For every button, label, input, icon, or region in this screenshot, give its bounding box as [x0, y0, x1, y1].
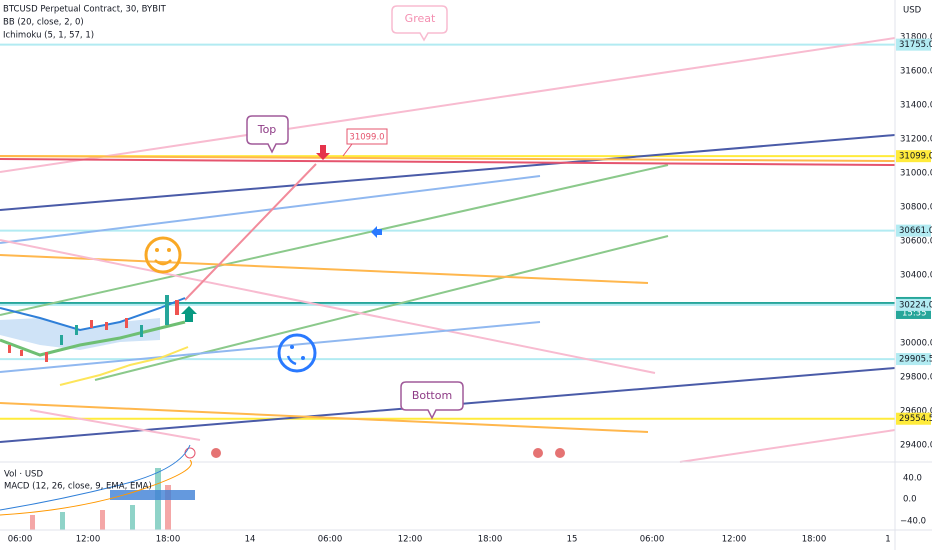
time-tick: 06:00 — [318, 535, 343, 545]
price-label: 31099.0 — [349, 133, 384, 143]
time-tick: 18:00 — [802, 535, 827, 545]
callout-text: Top — [257, 123, 277, 136]
candle — [175, 300, 179, 315]
indicator: BB (20, close, 2, 0) — [3, 18, 84, 28]
countdown: 15:35 — [902, 308, 927, 318]
candle — [60, 335, 63, 345]
price-tick: 31400.0 — [900, 101, 932, 111]
price-tag — [896, 150, 931, 163]
price-tick: 29400.0 — [900, 441, 932, 451]
time-tick: 15 — [567, 535, 578, 545]
price-tag — [896, 412, 931, 425]
price-tick: 30000.0 — [900, 339, 932, 349]
time-axis: 06:00 12:00 18:00 14 06:00 12:00 18:00 15 06:00 1… — [8, 535, 891, 545]
candle — [20, 350, 23, 356]
candle — [8, 345, 11, 353]
callout-text: Bottom — [412, 389, 452, 402]
trend-line — [0, 158, 896, 166]
time-tick: 18:00 — [478, 535, 503, 545]
ichimoku-line — [0, 320, 186, 357]
trend-line — [94, 235, 669, 381]
trend-line — [0, 164, 669, 316]
drawings — [0, 37, 896, 463]
price-tag-label: 31755.0 — [899, 40, 932, 50]
sad-face — [277, 333, 317, 373]
down-arrow — [316, 145, 330, 160]
price-tag — [896, 353, 931, 366]
bb-line — [0, 297, 186, 332]
price-tick: 30400.0 — [900, 271, 932, 281]
time-tick: 1 — [885, 535, 890, 545]
up-arrow — [181, 306, 197, 322]
trend-line — [0, 155, 896, 162]
trend-line — [0, 239, 656, 374]
price-tick: 30800.0 — [900, 203, 932, 213]
candle — [165, 295, 169, 325]
price-tick: 30600.0 — [900, 237, 932, 247]
time-tick: 06:00 — [8, 535, 33, 545]
price-label-box — [346, 128, 388, 145]
price-axis: 31800.0 31600.0 31400.0 31200.0 31000.0 30800… — [896, 33, 932, 451]
price-tick: 31200.0 — [900, 135, 932, 145]
price-tag-label: 31099.0 — [899, 152, 932, 162]
price-tag-label: 30224.0 — [899, 300, 932, 310]
indicator: Ichimoku (5, 1, 57, 1) — [3, 31, 94, 41]
trend-line — [679, 429, 896, 463]
time-tick: 12:00 — [398, 535, 423, 545]
cloud — [0, 318, 160, 350]
time-tick: 12:00 — [722, 535, 747, 545]
candle — [105, 322, 108, 330]
trend-line — [0, 402, 649, 433]
callout-text: Great — [405, 12, 436, 25]
candle — [75, 325, 78, 335]
pane-tick: 0.0 — [903, 495, 917, 505]
price-tick: 29600.0 — [900, 407, 932, 417]
price-tag — [896, 38, 931, 51]
currency: USD — [903, 6, 922, 16]
macd-label: MACD (12, 26, close, 9, EMA, EMA) — [4, 482, 152, 492]
volume-label: Vol · USD — [4, 470, 43, 480]
price-tag-label: 29554.5 — [899, 414, 932, 424]
time-tick: 06:00 — [640, 535, 665, 545]
trend-line — [0, 37, 896, 173]
price-tag-label: 30661.0 — [899, 226, 932, 236]
candles — [8, 295, 179, 362]
arrow-line — [184, 163, 317, 301]
candle — [90, 320, 93, 328]
time-tick: 18:00 — [156, 535, 181, 545]
trend-line — [0, 254, 649, 284]
price-tag — [896, 298, 931, 311]
bb-line — [59, 346, 189, 386]
time-tick: 14 — [245, 535, 256, 545]
price-tick: 29800.0 — [900, 373, 932, 383]
left-arrow — [371, 226, 382, 238]
price-tag-label: 29905.5 — [899, 355, 932, 365]
candle — [140, 325, 143, 337]
price-tick: 31600.0 — [900, 67, 932, 77]
pane-tick: 40.0 — [903, 474, 922, 484]
pane-tick: −40.0 — [900, 517, 926, 527]
price-tag — [896, 224, 931, 237]
callouts: Great Top Bottom 31099.0 — [246, 5, 464, 420]
trend-line — [0, 321, 541, 373]
price-tick: 31800.0 — [900, 33, 932, 43]
volume-macd-bars — [0, 444, 195, 530]
time-tick: 12:00 — [76, 535, 101, 545]
price-tick: 31000.0 — [900, 169, 932, 179]
smiley — [144, 236, 182, 274]
candle — [125, 318, 128, 328]
trend-line — [0, 175, 541, 244]
trend-line — [0, 134, 896, 211]
symbol: BTCUSD Perpetual Contract, 30, BYBIT — [3, 5, 167, 15]
candle — [45, 352, 48, 362]
trend-line — [29, 409, 201, 441]
